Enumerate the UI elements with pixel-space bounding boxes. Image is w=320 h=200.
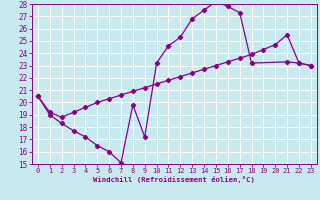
X-axis label: Windchill (Refroidissement éolien,°C): Windchill (Refroidissement éolien,°C) xyxy=(93,176,255,183)
